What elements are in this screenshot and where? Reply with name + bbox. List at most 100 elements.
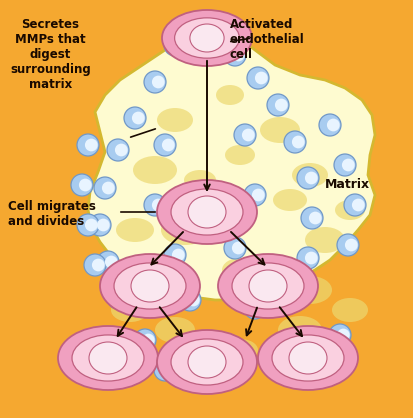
- Circle shape: [252, 302, 264, 314]
- Circle shape: [266, 94, 288, 116]
- Circle shape: [97, 251, 119, 273]
- Circle shape: [268, 344, 290, 366]
- Ellipse shape: [154, 317, 195, 343]
- Ellipse shape: [221, 339, 257, 361]
- Ellipse shape: [248, 270, 286, 302]
- Circle shape: [115, 292, 127, 304]
- Circle shape: [85, 219, 97, 232]
- Circle shape: [152, 76, 164, 88]
- Circle shape: [247, 67, 268, 89]
- Ellipse shape: [161, 215, 209, 245]
- Circle shape: [291, 135, 304, 148]
- Circle shape: [300, 207, 322, 229]
- Ellipse shape: [291, 163, 327, 187]
- Circle shape: [84, 254, 106, 276]
- Circle shape: [164, 34, 185, 56]
- Circle shape: [304, 252, 317, 264]
- Circle shape: [144, 194, 166, 216]
- Ellipse shape: [221, 258, 257, 282]
- Circle shape: [252, 189, 264, 201]
- Ellipse shape: [331, 298, 367, 322]
- Circle shape: [77, 214, 99, 236]
- Circle shape: [171, 38, 184, 51]
- Ellipse shape: [190, 24, 223, 52]
- Circle shape: [336, 234, 358, 256]
- Circle shape: [341, 158, 354, 171]
- Circle shape: [171, 249, 184, 261]
- Circle shape: [231, 48, 244, 61]
- Circle shape: [296, 247, 318, 269]
- Circle shape: [243, 184, 266, 206]
- Ellipse shape: [231, 263, 303, 309]
- Ellipse shape: [161, 10, 252, 66]
- Circle shape: [154, 134, 176, 156]
- Ellipse shape: [58, 326, 158, 390]
- Text: Cell migrates
and divides: Cell migrates and divides: [8, 200, 96, 228]
- Circle shape: [107, 287, 129, 309]
- Circle shape: [124, 107, 146, 129]
- Ellipse shape: [100, 254, 199, 318]
- Circle shape: [132, 112, 144, 125]
- Ellipse shape: [131, 270, 169, 302]
- Circle shape: [336, 329, 349, 342]
- Circle shape: [144, 71, 166, 93]
- Circle shape: [115, 144, 127, 156]
- Ellipse shape: [174, 18, 239, 58]
- Circle shape: [276, 349, 289, 362]
- Text: Matrix: Matrix: [324, 178, 369, 191]
- Ellipse shape: [171, 189, 242, 235]
- Ellipse shape: [157, 180, 256, 244]
- Circle shape: [164, 244, 185, 266]
- Ellipse shape: [188, 196, 225, 228]
- Circle shape: [328, 324, 350, 346]
- Circle shape: [351, 199, 364, 212]
- Circle shape: [77, 134, 99, 156]
- Circle shape: [294, 292, 307, 304]
- Circle shape: [92, 259, 104, 271]
- Text: Secretes
MMPs that
digest
surrounding
matrix: Secretes MMPs that digest surrounding ma…: [10, 18, 90, 91]
- Circle shape: [231, 242, 244, 255]
- Circle shape: [344, 239, 357, 251]
- Circle shape: [186, 293, 199, 306]
- Circle shape: [293, 361, 315, 383]
- Circle shape: [223, 44, 245, 66]
- Ellipse shape: [157, 330, 256, 394]
- Circle shape: [142, 334, 154, 347]
- Circle shape: [94, 177, 116, 199]
- Circle shape: [283, 131, 305, 153]
- Circle shape: [333, 154, 355, 176]
- Ellipse shape: [288, 342, 326, 374]
- Circle shape: [308, 212, 321, 224]
- Ellipse shape: [116, 218, 154, 242]
- Ellipse shape: [188, 346, 225, 378]
- Ellipse shape: [272, 189, 306, 211]
- Circle shape: [152, 199, 164, 212]
- Ellipse shape: [277, 316, 321, 344]
- Circle shape: [223, 237, 245, 259]
- Circle shape: [85, 139, 97, 151]
- Ellipse shape: [216, 85, 243, 105]
- Circle shape: [241, 129, 254, 141]
- Circle shape: [104, 256, 117, 268]
- Ellipse shape: [218, 254, 317, 318]
- Ellipse shape: [257, 326, 357, 390]
- Circle shape: [286, 287, 308, 309]
- Ellipse shape: [72, 335, 144, 381]
- Ellipse shape: [287, 276, 331, 304]
- Circle shape: [296, 167, 318, 189]
- Ellipse shape: [183, 170, 216, 190]
- Circle shape: [301, 366, 314, 378]
- Ellipse shape: [224, 145, 254, 165]
- Circle shape: [79, 178, 91, 191]
- Circle shape: [107, 139, 129, 161]
- Circle shape: [154, 359, 176, 381]
- Ellipse shape: [111, 298, 149, 322]
- Ellipse shape: [140, 269, 190, 301]
- Circle shape: [274, 99, 287, 111]
- Circle shape: [71, 174, 93, 196]
- Circle shape: [161, 139, 174, 151]
- Ellipse shape: [157, 108, 192, 132]
- Circle shape: [304, 172, 317, 184]
- Ellipse shape: [171, 339, 242, 385]
- Circle shape: [243, 297, 266, 319]
